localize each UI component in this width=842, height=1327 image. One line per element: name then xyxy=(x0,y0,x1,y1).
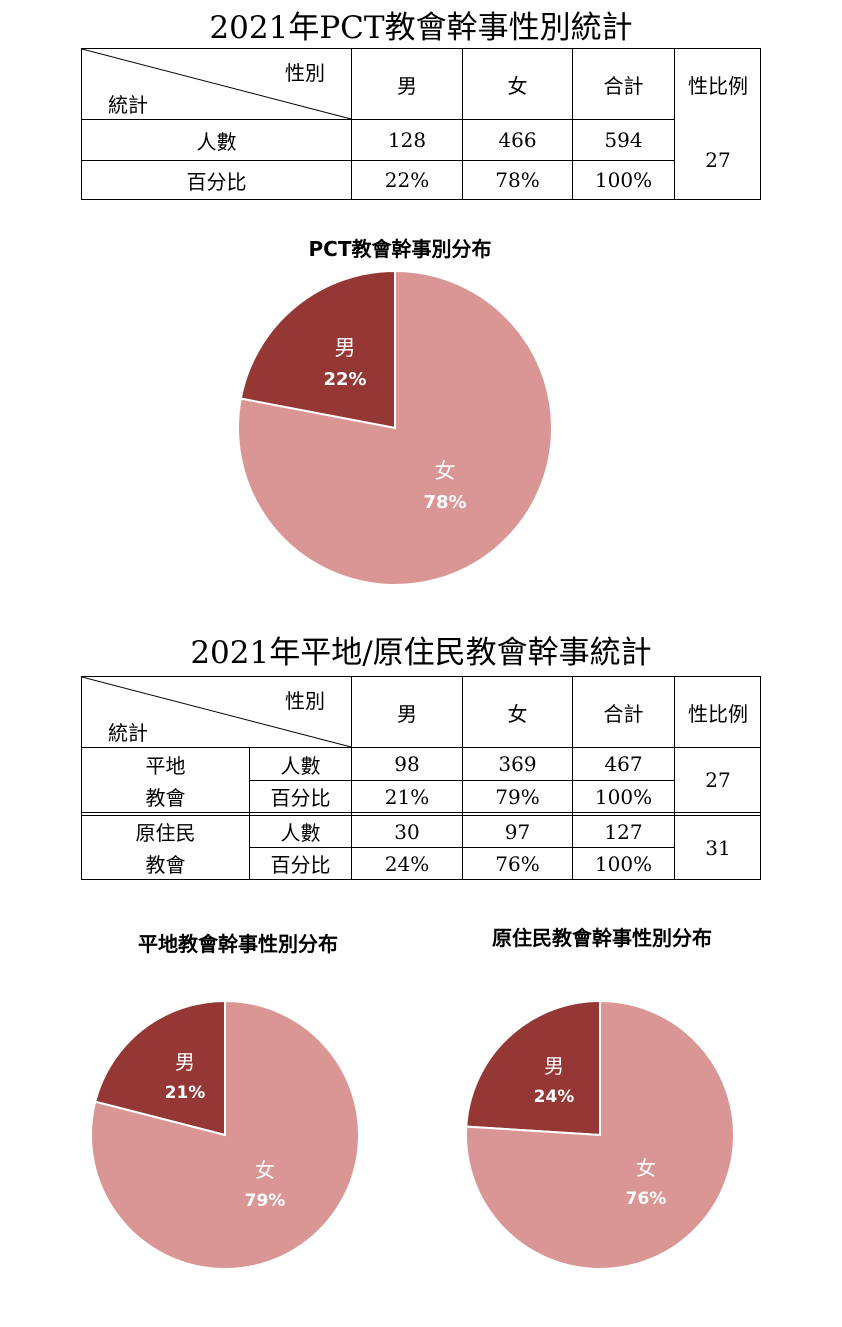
pie-slice-female xyxy=(465,999,735,1270)
indigenous-ratio: 31 xyxy=(705,835,731,860)
row-percent-male: 22% xyxy=(384,168,430,192)
header-male: 男 xyxy=(397,73,417,98)
plains-count-total: 467 xyxy=(604,752,643,776)
indigenous-percent-female: 76% xyxy=(495,851,540,876)
indigenous-percent-total: 100% xyxy=(594,851,653,876)
row-count-female: 466 xyxy=(498,128,537,152)
plains-count-female: 369 xyxy=(498,752,537,776)
plains-count-male: 98 xyxy=(394,752,420,776)
pie-chart-plains: 男 21% 女 79% xyxy=(90,999,360,1270)
pie-slice-female xyxy=(90,999,360,1270)
pie-slice-female xyxy=(237,269,553,586)
plains-count-label: 人數 xyxy=(280,753,321,778)
indigenous-percent-male: 24% xyxy=(384,851,430,876)
indigenous-count-male: 30 xyxy=(394,819,420,844)
pie-slice-male xyxy=(465,999,601,1137)
group-indigenous-name-1: 原住民 xyxy=(135,821,196,845)
pie-label-female: 女 xyxy=(636,1156,656,1180)
pie-slice-male xyxy=(239,269,396,430)
pie-percent-female: 78% xyxy=(423,492,466,513)
pie-chart-indigenous: 男 24% 女 76% xyxy=(465,999,735,1270)
plains-percent-total: 100% xyxy=(594,784,653,809)
header-total: 合計 xyxy=(603,73,644,98)
plains-ratio: 27 xyxy=(705,768,731,792)
ratio-value: 27 xyxy=(705,147,731,172)
corner-diagonal xyxy=(82,677,352,747)
indigenous-count-total: 127 xyxy=(604,819,643,844)
header-ratio: 性比例 xyxy=(688,701,748,726)
header-female: 女 xyxy=(507,73,528,98)
corner-diagonal xyxy=(82,49,352,119)
header-total: 合計 xyxy=(603,701,644,726)
pie3-title: 原住民教會幹事性別分布 xyxy=(492,926,712,950)
corner-label-gender: 性別 xyxy=(285,689,325,713)
corner-label-gender: 性別 xyxy=(285,61,325,85)
plains-percent-male: 21% xyxy=(384,784,430,809)
corner-label-stats: 統計 xyxy=(108,721,148,745)
indigenous-count-label: 人數 xyxy=(280,821,321,845)
pie-label-female: 女 xyxy=(255,1158,275,1182)
plains-percent-female: 79% xyxy=(495,784,540,809)
row-percent-label: 百分比 xyxy=(186,169,247,194)
row-count-total: 594 xyxy=(604,128,643,152)
pie-chart-pct: 男 22% 女 78% xyxy=(237,269,553,586)
pie-percent-male: 24% xyxy=(534,1087,575,1107)
table2: 性別 統計 男 女 合計 性比例 平地 教會 人數 98 369 467 百分比… xyxy=(81,676,761,880)
header-male: 男 xyxy=(397,701,417,726)
pie1-title: PCT教會幹事別分布 xyxy=(308,237,492,261)
header-female: 女 xyxy=(507,701,528,726)
pie-percent-female: 79% xyxy=(245,1191,286,1211)
group-indigenous-name-2: 教會 xyxy=(145,853,186,877)
header-ratio: 性比例 xyxy=(688,73,748,98)
row-percent-female: 78% xyxy=(495,168,540,192)
pie-label-male: 男 xyxy=(335,336,356,360)
table2-title: 2021年平地/原住民教會幹事統計 xyxy=(190,635,652,671)
table1: 性別 統計 男 女 合計 性比例 人數 128 466 594 百分比 22% … xyxy=(81,48,761,200)
plains-percent-label: 百分比 xyxy=(270,786,331,810)
row-count-male: 128 xyxy=(387,128,427,152)
indigenous-count-female: 97 xyxy=(504,819,531,844)
pie2-title: 平地教會幹事性別分布 xyxy=(138,932,338,956)
row-percent-total: 100% xyxy=(594,168,653,192)
group-plains-name-1: 平地 xyxy=(145,753,186,778)
row-count-label: 人數 xyxy=(196,129,237,154)
indigenous-percent-label: 百分比 xyxy=(270,853,331,877)
pie-label-male: 男 xyxy=(544,1054,564,1078)
table1-title: 2021年PCT教會幹事性別統計 xyxy=(209,10,633,46)
pie-percent-male: 22% xyxy=(323,369,366,390)
pie-label-male: 男 xyxy=(175,1050,195,1074)
group-plains-name-2: 教會 xyxy=(145,786,186,810)
pie-percent-male: 21% xyxy=(165,1083,206,1103)
pie-slice-male xyxy=(93,999,226,1137)
pie-percent-female: 76% xyxy=(626,1189,667,1209)
corner-label-stats: 統計 xyxy=(108,93,148,117)
pie-label-female: 女 xyxy=(435,459,456,483)
